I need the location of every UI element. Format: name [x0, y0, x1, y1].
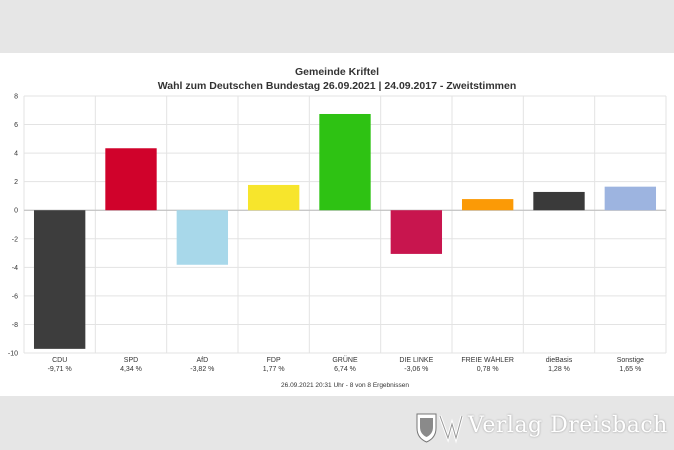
- top-background-band: [0, 0, 674, 53]
- chart-footer: 26.09.2021 20:31 Uhr - 8 von 8 Ergebniss…: [281, 382, 409, 389]
- publisher-watermark: Verlag Dreisbach: [412, 410, 667, 444]
- y-tick-label: -2: [12, 236, 18, 243]
- value-label: 1,77 %: [263, 366, 285, 373]
- y-tick-label: -10: [8, 351, 18, 358]
- category-label: GRÜNE: [332, 356, 358, 364]
- category-label: AfD: [196, 357, 208, 364]
- category-label: CDU: [52, 357, 67, 364]
- bar-die-linke: [390, 210, 443, 254]
- bar-freie-wähler: [461, 199, 514, 211]
- category-label: Sonstige: [617, 357, 644, 364]
- y-tick-label: -8: [12, 322, 18, 329]
- category-label: dieBasis: [546, 357, 573, 364]
- category-label: SPD: [124, 357, 138, 364]
- value-label: 0,78 %: [477, 366, 499, 373]
- y-tick-label: 8: [14, 94, 18, 101]
- chart-subtitle: Wahl zum Deutschen Bundestag 26.09.2021 …: [158, 80, 517, 92]
- value-label: 1,28 %: [548, 366, 570, 373]
- bar-cdu: [33, 210, 86, 349]
- bar-afd: [176, 210, 229, 265]
- bar-sonstige: [604, 186, 657, 211]
- bottom-background-band: [0, 396, 674, 450]
- y-tick-label: 4: [14, 151, 18, 158]
- chart-title: Gemeinde Kriftel: [295, 66, 379, 78]
- y-tick-label: -6: [12, 293, 18, 300]
- value-label: 1,65 %: [619, 366, 641, 373]
- y-tick-label: 2: [14, 179, 18, 186]
- chart-panel: Gemeinde Kriftel Wahl zum Deutschen Bund…: [0, 53, 674, 396]
- y-axis-ticks: 8 6 4 2 0 -2 -4 -6 -8 -10: [8, 94, 18, 358]
- x-axis-labels: CDU -9,71 % SPD 4,34 % AfD -3,82 % FDP 1,77 % GR…: [48, 356, 644, 373]
- y-tick-label: -4: [12, 265, 18, 272]
- watermark-text: Verlag Dreisbach: [468, 413, 668, 438]
- category-label: FREIE WÄHLER: [461, 356, 514, 364]
- bars: [33, 113, 657, 349]
- bar-fdp: [247, 184, 300, 211]
- bar-chart: Gemeinde Kriftel Wahl zum Deutschen Bund…: [8, 66, 667, 389]
- value-label: -9,71 %: [48, 366, 72, 373]
- category-label: FDP: [267, 357, 281, 364]
- value-label: -3,82 %: [190, 366, 214, 373]
- crest-icon: [416, 413, 464, 444]
- value-label: 6,74 %: [334, 366, 356, 373]
- bar-diebasis: [533, 191, 585, 211]
- value-label: -3,06 %: [404, 366, 428, 373]
- bar-grüne: [319, 113, 371, 211]
- bar-spd: [105, 148, 157, 211]
- value-label: 4,34 %: [120, 366, 142, 373]
- y-tick-label: 6: [14, 122, 18, 129]
- category-label: DIE LINKE: [399, 357, 433, 364]
- y-tick-label: 0: [14, 208, 18, 215]
